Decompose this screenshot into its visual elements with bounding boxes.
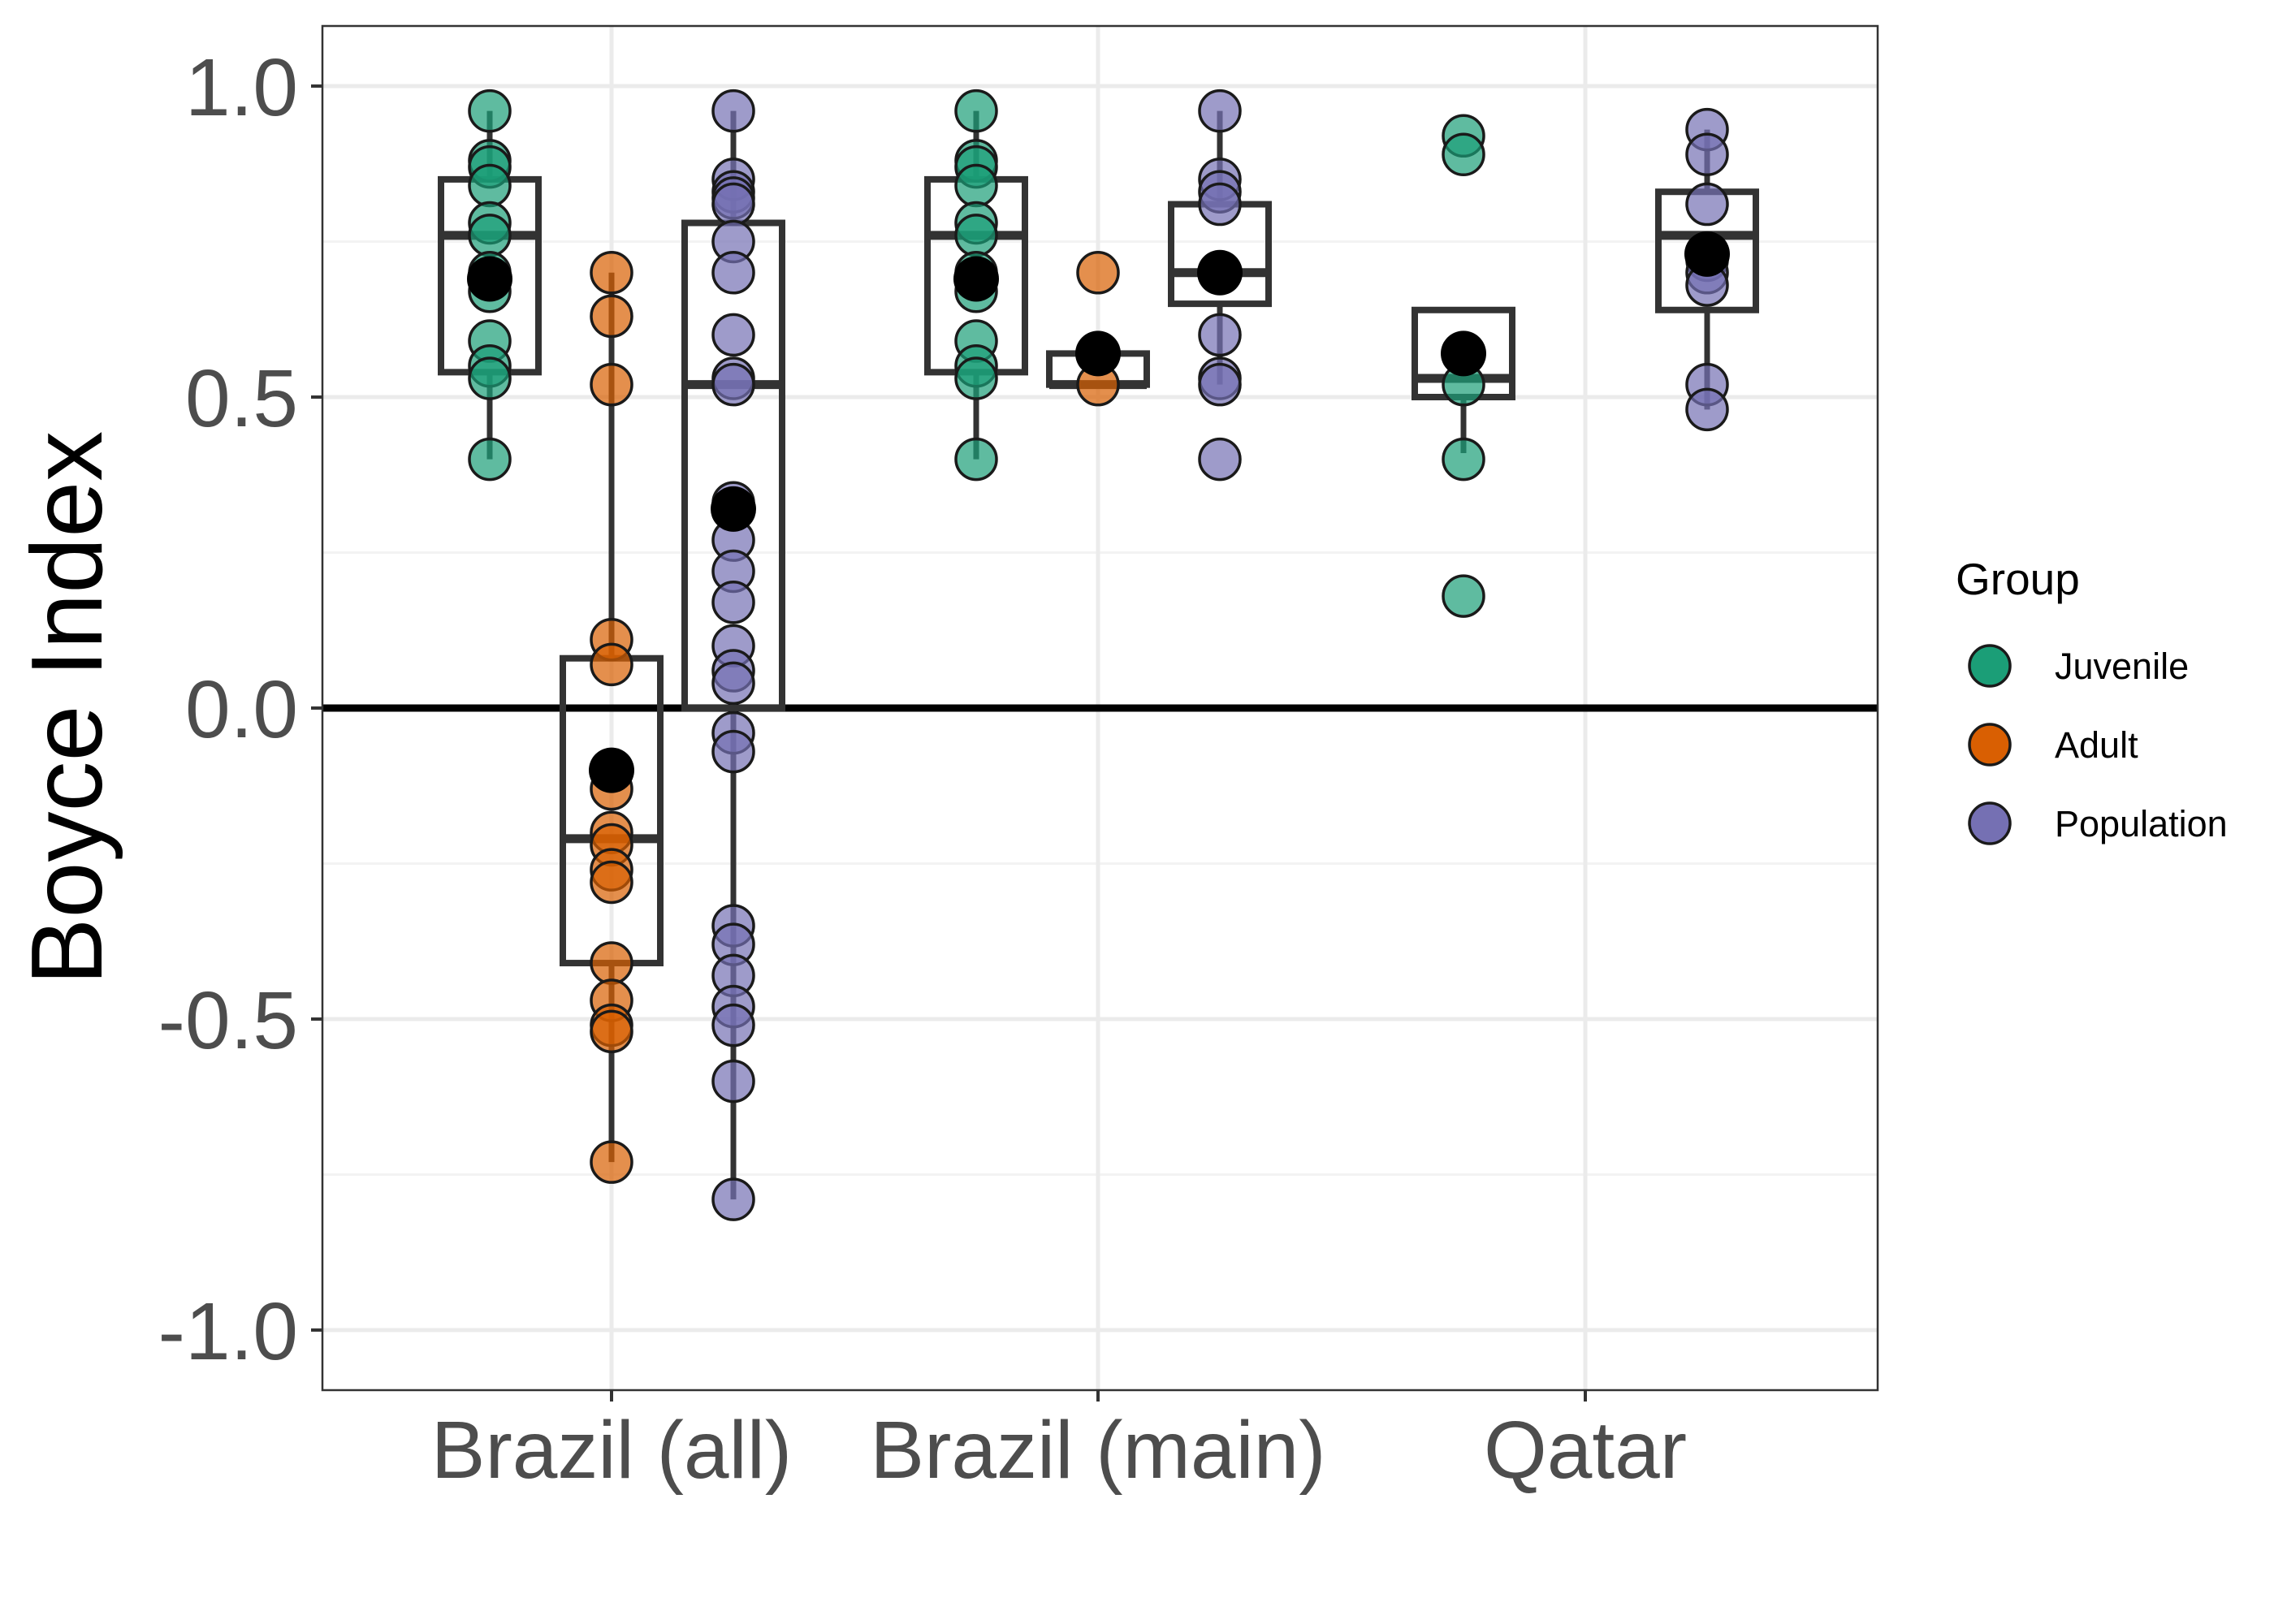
mean-marker <box>1441 330 1486 377</box>
data-point <box>1685 182 1729 227</box>
x-tick-label: Brazil (main) <box>870 1405 1325 1496</box>
data-point <box>711 89 755 133</box>
data-point <box>468 356 512 400</box>
mean-marker <box>1075 330 1121 377</box>
data-point <box>711 362 755 407</box>
legend: Group Juvenile Adult Population <box>1956 554 2228 845</box>
y-tick-label: 1.0 <box>185 42 298 133</box>
data-point <box>590 941 633 985</box>
x-tick-label: Brazil (all) <box>431 1405 792 1496</box>
data-point <box>1198 89 1242 133</box>
y-tick-label: -0.5 <box>158 975 298 1066</box>
data-point <box>590 251 633 295</box>
data-point <box>1442 437 1485 482</box>
data-point <box>1198 182 1242 227</box>
y-axis: 1.0 0.5 0.0 -0.5 -1.0 <box>158 42 322 1377</box>
mean-markers <box>467 231 1730 793</box>
mean-marker <box>589 747 634 793</box>
data-point <box>590 860 633 905</box>
data-point <box>711 661 755 706</box>
x-axis: Brazil (all) Brazil (main) Qatar <box>431 1390 1687 1496</box>
data-point <box>711 251 755 295</box>
y-axis-label: Boyce Index <box>11 431 123 985</box>
data-point <box>468 214 512 257</box>
legend-label: Juvenile <box>2055 646 2189 687</box>
y-tick-label: 0.5 <box>185 353 298 444</box>
data-point <box>954 163 998 208</box>
legend-key-juvenile <box>1968 644 2012 688</box>
mean-marker <box>1684 231 1730 277</box>
data-point <box>954 214 998 257</box>
legend-title: Group <box>1956 554 2080 604</box>
legend-label: Adult <box>2055 724 2138 766</box>
data-point <box>711 1003 755 1047</box>
data-point <box>1198 437 1242 482</box>
data-point <box>1685 387 1729 432</box>
y-tick-label: -1.0 <box>158 1286 298 1377</box>
data-point <box>1442 574 1485 618</box>
data-point <box>1442 132 1485 177</box>
data-point <box>1198 313 1242 357</box>
data-point <box>711 581 755 624</box>
legend-key-population <box>1968 801 2012 845</box>
data-point <box>590 294 633 339</box>
data-point <box>1198 362 1242 407</box>
legend-label: Population <box>2055 803 2228 844</box>
data-point <box>590 642 633 687</box>
mean-marker <box>467 256 512 302</box>
data-point <box>590 1009 633 1054</box>
data-point <box>1076 251 1120 295</box>
data-point <box>590 362 633 407</box>
data-point <box>468 437 512 482</box>
data-point <box>954 437 998 482</box>
data-point <box>954 356 998 400</box>
mean-marker <box>1197 249 1243 296</box>
data-point <box>711 1177 755 1221</box>
data-points <box>468 89 1729 1221</box>
data-point <box>711 729 755 774</box>
mean-marker <box>711 486 756 532</box>
data-point <box>711 182 755 227</box>
data-point <box>468 163 512 208</box>
data-point <box>468 89 512 133</box>
data-point <box>711 313 755 357</box>
mean-marker <box>953 256 999 302</box>
data-point <box>590 1140 633 1184</box>
data-point <box>1685 132 1729 177</box>
data-point <box>954 89 998 133</box>
legend-key-adult <box>1968 723 2012 767</box>
y-tick-label: 0.0 <box>185 664 298 755</box>
data-point <box>711 1059 755 1104</box>
x-tick-label: Qatar <box>1484 1405 1687 1496</box>
